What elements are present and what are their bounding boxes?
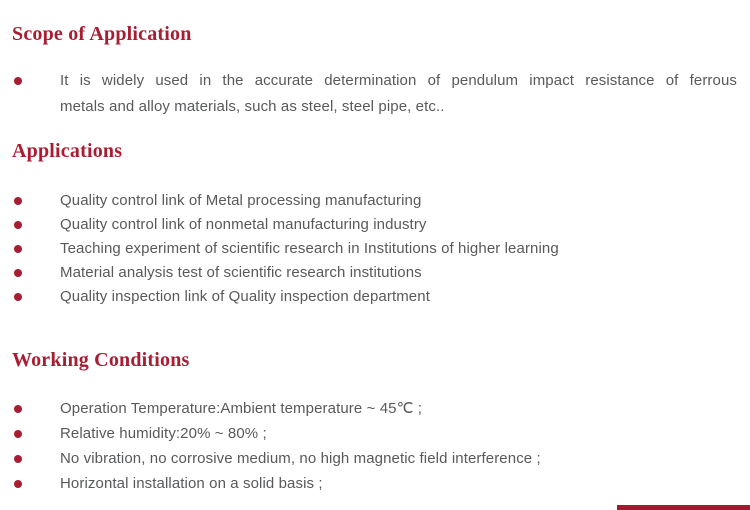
- scope-bullet-item: It is widely used in the accurate determ…: [0, 68, 750, 120]
- applications-list: Quality control link of Metal processing…: [0, 189, 750, 309]
- bullet-icon: [14, 77, 22, 85]
- list-item-label: Quality control link of Metal processing…: [60, 192, 422, 209]
- list-item: Quality control link of nonmetal manufac…: [0, 213, 750, 237]
- list-item: No vibration, no corrosive medium, no hi…: [0, 446, 750, 471]
- applications-heading: Applications: [12, 140, 123, 162]
- bullet-icon: [14, 404, 22, 413]
- scope-paragraph: It is widely used in the accurate determ…: [60, 68, 737, 120]
- list-item: Operation Temperature:Ambient temperatur…: [0, 396, 750, 421]
- scope-paragraph-line-1: It is widely used in the accurate determ…: [60, 72, 737, 89]
- list-item-label: Horizontal installation on a solid basis…: [60, 475, 323, 492]
- bullet-icon: [14, 429, 22, 438]
- scope-paragraph-line-2: metals and alloy materials, such as stee…: [60, 98, 445, 115]
- bullet-icon: [14, 197, 22, 205]
- bullet-icon: [14, 221, 22, 229]
- working-conditions-heading: Working Conditions: [12, 349, 190, 371]
- bullet-icon: [14, 293, 22, 301]
- list-item: Quality control link of Metal processing…: [0, 189, 750, 213]
- list-item: Material analysis test of scientific res…: [0, 261, 750, 285]
- list-item: Teaching experiment of scientific resear…: [0, 237, 750, 261]
- list-item-label: Material analysis test of scientific res…: [60, 264, 422, 281]
- bullet-icon: [14, 479, 22, 488]
- list-item: Horizontal installation on a solid basis…: [0, 471, 750, 496]
- list-item-label: Quality control link of nonmetal manufac…: [60, 216, 427, 233]
- bullet-icon: [14, 245, 22, 253]
- footer-accent-bar: [617, 505, 750, 510]
- bullet-icon: [14, 269, 22, 277]
- list-item-label: No vibration, no corrosive medium, no hi…: [60, 450, 541, 467]
- list-item-label: Relative humidity:20% ~ 80% ;: [60, 425, 267, 442]
- list-item-label: Teaching experiment of scientific resear…: [60, 240, 559, 257]
- list-item-label: Operation Temperature:Ambient temperatur…: [60, 400, 423, 417]
- list-item: Quality inspection link of Quality inspe…: [0, 285, 750, 309]
- working-conditions-list: Operation Temperature:Ambient temperatur…: [0, 396, 750, 496]
- scope-of-application-heading: Scope of Application: [12, 23, 192, 45]
- list-item-label: Quality inspection link of Quality inspe…: [60, 288, 430, 305]
- bullet-icon: [14, 454, 22, 463]
- list-item: Relative humidity:20% ~ 80% ;: [0, 421, 750, 446]
